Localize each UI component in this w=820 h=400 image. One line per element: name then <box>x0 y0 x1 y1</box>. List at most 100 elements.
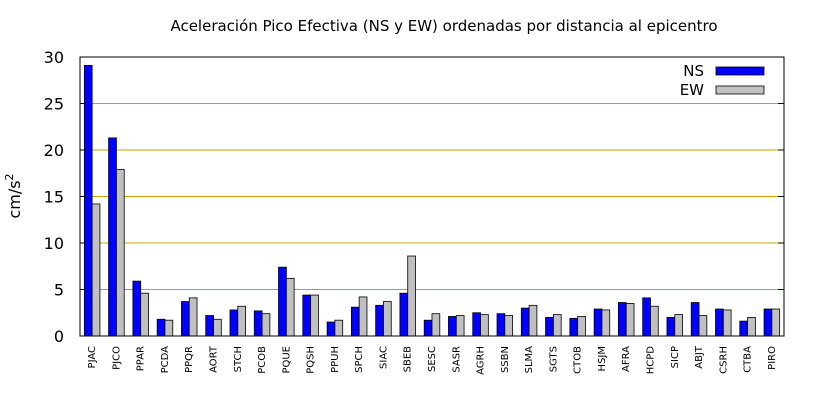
bar-ew <box>334 319 344 337</box>
x-tick-label: PCOB <box>257 346 268 374</box>
bar-ns <box>181 301 190 337</box>
bar-ew <box>285 277 295 337</box>
bar-ew <box>431 313 441 337</box>
x-tick-label: HSJM <box>597 346 608 371</box>
bar-ew <box>601 309 611 337</box>
bar-ns <box>326 321 336 337</box>
bar-ew <box>261 313 271 337</box>
bar-ns <box>618 302 627 337</box>
x-tick-label: PQUE <box>281 346 292 374</box>
x-tick-label: PJAC <box>87 346 98 368</box>
x-tick-labels: PJAC PJCO PPAR PCDA PPQR AORT STCH PCOB PQUE PQSH… <box>87 345 778 375</box>
x-tick-label: HCPD <box>645 346 656 375</box>
bar-ew <box>650 305 659 337</box>
x-tick-label: SASR <box>451 346 462 373</box>
x-tick-label: AGRH <box>476 346 487 375</box>
bar-ew <box>310 294 319 337</box>
x-tick-label: CTBA <box>743 346 754 373</box>
x-tick-label: AFRA <box>621 346 632 372</box>
bar-ew <box>455 315 465 337</box>
bar-ew <box>674 314 683 337</box>
legend-swatch <box>715 66 765 76</box>
bar-ew <box>528 304 538 337</box>
x-tick-label: PIRO <box>767 346 778 370</box>
bar-ns <box>520 307 530 337</box>
bar-ns <box>472 312 481 337</box>
y-axis-label-exponent: 2 <box>3 173 16 180</box>
bar-ns <box>156 318 166 337</box>
x-tick-label: SIAC <box>378 346 389 369</box>
bar-ns <box>545 316 554 337</box>
bar-ew <box>504 315 514 337</box>
y-tick-label: 0 <box>54 327 64 346</box>
x-tick-label: SSBN <box>500 346 511 373</box>
bar-ew <box>722 309 732 337</box>
x-tick-label: SLMA <box>524 346 535 374</box>
bar-ns <box>229 309 239 337</box>
bar-ew <box>358 296 368 337</box>
x-tick-label: PPUH <box>330 346 341 373</box>
bar-ew <box>698 315 708 337</box>
x-tick-label: SPCH <box>354 346 365 373</box>
grid-lines <box>80 103 784 290</box>
y-tick-label: 5 <box>54 281 64 300</box>
x-tick-label: ABJT <box>694 345 705 369</box>
bar-ns <box>132 280 142 337</box>
y-axis-label-unit: cm/s <box>5 180 24 218</box>
bar-ns <box>423 319 433 337</box>
x-tick-label: SICP <box>670 346 681 368</box>
bar-ew <box>91 203 101 337</box>
bar-ew <box>213 318 222 337</box>
bar-ns <box>278 266 287 337</box>
bar-ns <box>569 317 579 337</box>
bar-ew <box>164 319 174 337</box>
x-tick-label: AORT <box>209 345 220 373</box>
bar-ew <box>383 301 392 337</box>
bar-ns <box>83 64 93 337</box>
bar-ns <box>205 315 214 337</box>
bar-ns <box>375 304 384 337</box>
bar-ew <box>480 314 489 337</box>
y-tick-label: 10 <box>44 234 64 253</box>
bar-ns <box>642 297 651 337</box>
x-tick-label: CTOB <box>573 346 584 374</box>
bar-ew <box>140 292 149 337</box>
x-tick-label: SESC <box>427 346 438 372</box>
x-tick-label: PQSH <box>306 346 317 374</box>
bar-ns <box>448 316 457 337</box>
x-tick-label: CSRH <box>718 346 729 374</box>
bar-ew <box>747 316 756 337</box>
legend-label: NS <box>683 62 704 80</box>
legend-label: EW <box>680 81 704 99</box>
bar-ns <box>690 302 700 337</box>
bars <box>83 64 781 337</box>
axes <box>79 56 785 337</box>
y-tick-label: 25 <box>44 95 64 114</box>
chart-title: Aceleración Pico Efectiva (NS y EW) orde… <box>170 17 717 35</box>
legend-swatch <box>715 85 765 95</box>
y-tick-labels: 0 5 10 15 20 25 30 <box>44 48 64 346</box>
bar-ns <box>763 308 773 337</box>
bar-ew <box>188 297 198 337</box>
x-tick-label: SBEB <box>403 346 414 373</box>
bar-ew <box>116 169 125 337</box>
bar-ew <box>552 314 562 337</box>
x-tick-label: PJCO <box>111 346 122 370</box>
bar-ns <box>108 137 117 337</box>
x-tick-label: SGTS <box>548 346 559 372</box>
bar-ns <box>496 313 506 337</box>
bar-ns <box>253 310 263 337</box>
bar-ns <box>350 306 360 337</box>
bar-ew <box>237 305 246 337</box>
bar-ns <box>593 308 603 337</box>
bar-ew <box>771 308 781 337</box>
bar-ns <box>739 320 748 337</box>
y-tick-label: 20 <box>44 141 64 160</box>
y-axis-label: cm/s2 <box>3 173 24 218</box>
bar-ew <box>625 303 635 337</box>
bar-ns <box>302 294 312 337</box>
y-tick-label: 30 <box>44 48 64 67</box>
bar-ns <box>715 308 724 337</box>
